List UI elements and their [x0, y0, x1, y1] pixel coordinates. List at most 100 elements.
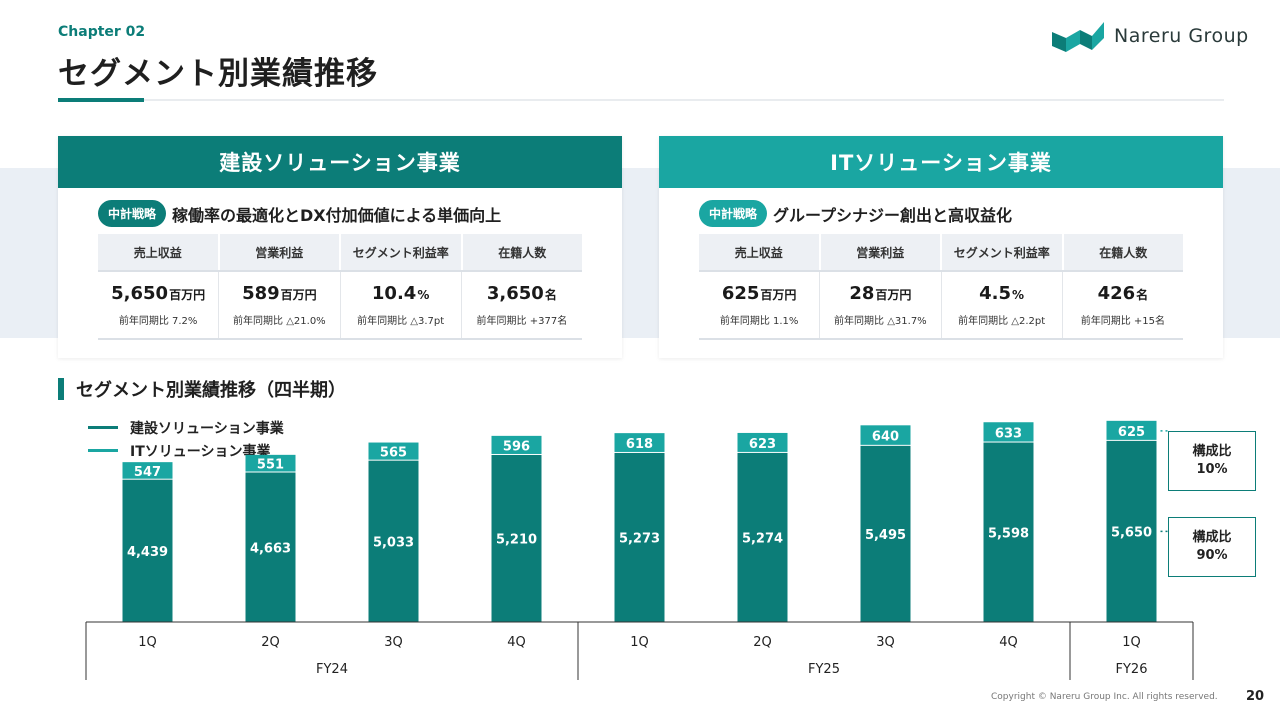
legend-swatch	[88, 449, 118, 452]
legend-label: 建設ソリューション事業	[130, 420, 284, 437]
legend-label: ITソリューション事業	[130, 443, 271, 460]
x-tick-label: 1Q	[138, 635, 157, 650]
kpi-cell-revenue: 625百万円 前年同期比 1.1%	[699, 272, 821, 338]
x-tick-label: 3Q	[876, 635, 895, 650]
card-header: 建設ソリューション事業	[58, 136, 622, 188]
kpi-unit: 百万円	[280, 288, 317, 302]
data-label-construction: 5,273	[619, 531, 660, 546]
bar-construction	[245, 472, 296, 622]
x-tick-label: 2Q	[261, 635, 280, 650]
year-group-label: FY24	[316, 662, 348, 677]
data-label-it: 640	[872, 430, 899, 445]
section-accent-bar	[58, 378, 64, 400]
kpi-header-margin: セグメント利益率	[942, 234, 1064, 270]
data-label-it: 625	[1118, 425, 1145, 440]
data-label-construction: 5,033	[373, 535, 414, 550]
ratio-label: 構成比	[1192, 443, 1232, 459]
kpi-header-revenue: 売上収益	[98, 234, 220, 270]
kpi-compare: 前年同期比 △3.7pt	[357, 316, 445, 327]
bar-construction	[614, 452, 665, 622]
year-group-label: FY26	[1116, 662, 1148, 677]
kpi-table: 売上収益 営業利益 セグメント利益率 在籍人数 625百万円 前年同期比 1.1…	[699, 234, 1183, 340]
ratio-label: 構成比	[1192, 529, 1232, 545]
kpi-compare: 前年同期比 +15名	[1080, 316, 1166, 327]
kpi-unit: 名	[544, 288, 557, 302]
legend-swatch	[88, 426, 118, 429]
kpi-value-row: 5,650百万円 前年同期比 7.2% 589百万円 前年同期比 △21.0% …	[98, 272, 582, 340]
bar-construction	[491, 454, 542, 622]
bar-it	[491, 435, 542, 454]
x-tick-label: 4Q	[507, 635, 526, 650]
kpi-unit: 百万円	[760, 288, 797, 302]
data-label-construction: 5,650	[1111, 525, 1152, 540]
kpi-unit: 百万円	[169, 288, 206, 302]
kpi-compare: 前年同期比 △21.0%	[233, 316, 326, 327]
kpi-cell-margin: 4.5% 前年同期比 △2.2pt	[942, 272, 1063, 338]
kpi-value: 4.5	[979, 283, 1012, 304]
page-title: セグメント別業績推移	[58, 56, 378, 92]
kpi-header-row: 売上収益 営業利益 セグメント利益率 在籍人数	[699, 234, 1183, 272]
kpi-value: 3,650	[486, 283, 544, 304]
card-header: ITソリューション事業	[659, 136, 1223, 188]
kpi-header-revenue: 売上収益	[699, 234, 821, 270]
chapter-label: Chapter 02	[58, 24, 146, 40]
data-label-construction: 4,439	[127, 545, 168, 560]
kpi-cell-margin: 10.4% 前年同期比 △3.7pt	[341, 272, 462, 338]
kpi-value: 426	[1097, 283, 1136, 304]
data-label-construction: 5,274	[742, 531, 783, 546]
kpi-value: 589	[242, 283, 280, 304]
kpi-unit: 名	[1136, 288, 1149, 302]
bar-it	[122, 462, 173, 479]
kpi-header-operating-profit: 営業利益	[220, 234, 341, 270]
data-label-construction: 5,495	[865, 528, 906, 543]
section-heading: セグメント別業績推移（四半期）	[58, 376, 346, 402]
kpi-cell-revenue: 5,650百万円 前年同期比 7.2%	[98, 272, 220, 338]
kpi-unit: %	[1012, 288, 1025, 302]
bar-it	[860, 425, 911, 445]
kpi-header-margin: セグメント利益率	[341, 234, 463, 270]
x-tick-label: 1Q	[1122, 635, 1141, 650]
card-it: ITソリューション事業 中計戦略 グループシナジー創出と高収益化 売上収益 営業…	[659, 136, 1223, 358]
kpi-header-headcount: 在籍人数	[1099, 245, 1148, 260]
kpi-value: 5,650	[111, 283, 169, 304]
strategy-text: 稼働率の最適化とDX付加価値による単価向上	[172, 205, 502, 225]
company-logo: Nareru Group	[1050, 18, 1249, 54]
kpi-header-headcount: 在籍人数	[498, 245, 547, 260]
bar-construction	[368, 460, 419, 622]
bar-construction	[122, 479, 173, 622]
kpi-cell-headcount: 3,650名 前年同期比 +377名	[462, 272, 582, 338]
title-accent	[58, 98, 144, 102]
strategy-badge: 中計戦略	[699, 200, 768, 227]
card-construction: 建設ソリューション事業 中計戦略 稼働率の最適化とDX付加価値による単価向上 売…	[58, 136, 622, 358]
bar-it	[983, 422, 1034, 442]
bar-construction	[737, 452, 788, 622]
data-label-it: 623	[749, 437, 776, 452]
strategy-badge: 中計戦略	[98, 200, 167, 227]
bar-it	[1106, 420, 1157, 440]
kpi-cell-operating-profit: 28百万円 前年同期比 △31.7%	[820, 272, 942, 338]
bar-it	[737, 432, 788, 452]
data-label-it: 547	[134, 465, 161, 480]
kpi-header-row: 売上収益 営業利益 セグメント利益率 在籍人数	[98, 234, 582, 272]
kpi-table: 売上収益 営業利益 セグメント利益率 在籍人数 5,650百万円 前年同期比 7…	[98, 234, 582, 340]
legend-item-it: ITソリューション事業	[88, 439, 284, 462]
data-label-it: 618	[626, 437, 653, 452]
bar-construction	[1106, 440, 1157, 622]
bar-it	[368, 442, 419, 460]
kpi-header-operating-profit: 営業利益	[821, 234, 942, 270]
data-label-construction: 5,598	[988, 526, 1029, 541]
kpi-cell-headcount: 426名 前年同期比 +15名	[1063, 272, 1183, 338]
data-label-it: 596	[503, 439, 530, 454]
kpi-value: 10.4	[371, 283, 417, 304]
kpi-compare: 前年同期比 7.2%	[118, 316, 198, 327]
kpi-unit: %	[417, 288, 430, 302]
strategy-row: 中計戦略 グループシナジー創出と高収益化	[699, 200, 1012, 227]
ratio-value: 10%	[1196, 462, 1228, 477]
year-group-label: FY25	[808, 662, 840, 677]
copyright: Copyright © Nareru Group Inc. All rights…	[991, 692, 1218, 702]
kpi-unit: 百万円	[875, 288, 912, 302]
page-number: 20	[1246, 689, 1265, 704]
legend-item-construction: 建設ソリューション事業	[88, 416, 284, 439]
kpi-compare: 前年同期比 +377名	[476, 316, 568, 327]
